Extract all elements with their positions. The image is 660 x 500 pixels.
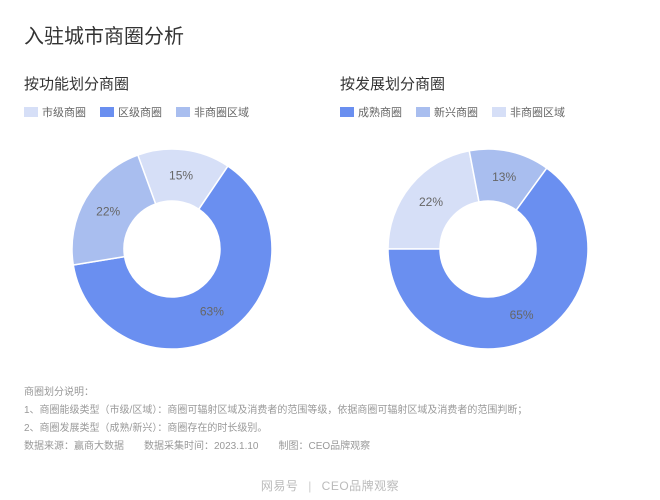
left-panel: 按功能划分商圈 市级商圈 区级商圈 非商圈区域 15% 63% 22% (24, 73, 320, 374)
legend-item: 非商圈区域 (176, 104, 249, 120)
legend-item: 区级商圈 (100, 104, 162, 120)
slice-label: 22% (96, 205, 120, 219)
swatch-icon (176, 107, 190, 117)
footnote-line: 数据来源：赢商大数据 数据采集时间：2023.1.10 制图：CEO品牌观察 (24, 438, 636, 456)
watermark-left: 网易号 (261, 479, 299, 493)
legend-item: 成熟商圈 (340, 104, 402, 120)
swatch-icon (416, 107, 430, 117)
slice-label: 13% (492, 170, 516, 184)
footnote-heading: 商圈划分说明： (24, 384, 636, 402)
legend-label: 非商圈区域 (194, 104, 249, 120)
slice-label: 63% (200, 304, 224, 318)
legend-item: 市级商圈 (24, 104, 86, 120)
watermark-right: CEO品牌观察 (322, 479, 400, 493)
charts-row: 按功能划分商圈 市级商圈 区级商圈 非商圈区域 15% 63% 22% 按发展划分商… (24, 73, 636, 374)
right-legend: 成熟商圈 新兴商圈 非商圈区域 (340, 104, 636, 120)
left-legend: 市级商圈 区级商圈 非商圈区域 (24, 104, 320, 120)
right-chart-title: 按发展划分商圈 (340, 73, 636, 94)
right-panel: 按发展划分商圈 成熟商圈 新兴商圈 非商圈区域 22% 13% 65% (340, 73, 636, 374)
slice-label: 22% (419, 195, 443, 209)
legend-label: 非商圈区域 (510, 104, 565, 120)
footnote-line: 2、商圈发展类型（成熟/新兴）：商圈存在的时长级别。 (24, 420, 636, 438)
watermark: 网易号 | CEO品牌观察 (0, 477, 660, 494)
footnote-line: 1、商圈能级类型（市级/区域）：商圈可辐射区域及消费者的范围等级，依据商圈可辐射… (24, 402, 636, 420)
swatch-icon (24, 107, 38, 117)
slice-label: 65% (510, 308, 534, 322)
swatch-icon (492, 107, 506, 117)
legend-item: 新兴商圈 (416, 104, 478, 120)
legend-label: 区级商圈 (118, 104, 162, 120)
left-chart-title: 按功能划分商圈 (24, 73, 320, 94)
separator-icon: | (308, 479, 312, 493)
page-title: 入驻城市商圈分析 (24, 20, 636, 49)
left-donut-chart: 15% 63% 22% (42, 129, 302, 369)
swatch-icon (100, 107, 114, 117)
legend-label: 市级商圈 (42, 104, 86, 120)
swatch-icon (340, 107, 354, 117)
slice-label: 15% (169, 169, 193, 183)
legend-item: 非商圈区域 (492, 104, 565, 120)
right-donut-chart: 22% 13% 65% (358, 129, 618, 369)
legend-label: 新兴商圈 (434, 104, 478, 120)
legend-label: 成熟商圈 (358, 104, 402, 120)
footnotes: 商圈划分说明： 1、商圈能级类型（市级/区域）：商圈可辐射区域及消费者的范围等级… (24, 384, 636, 456)
